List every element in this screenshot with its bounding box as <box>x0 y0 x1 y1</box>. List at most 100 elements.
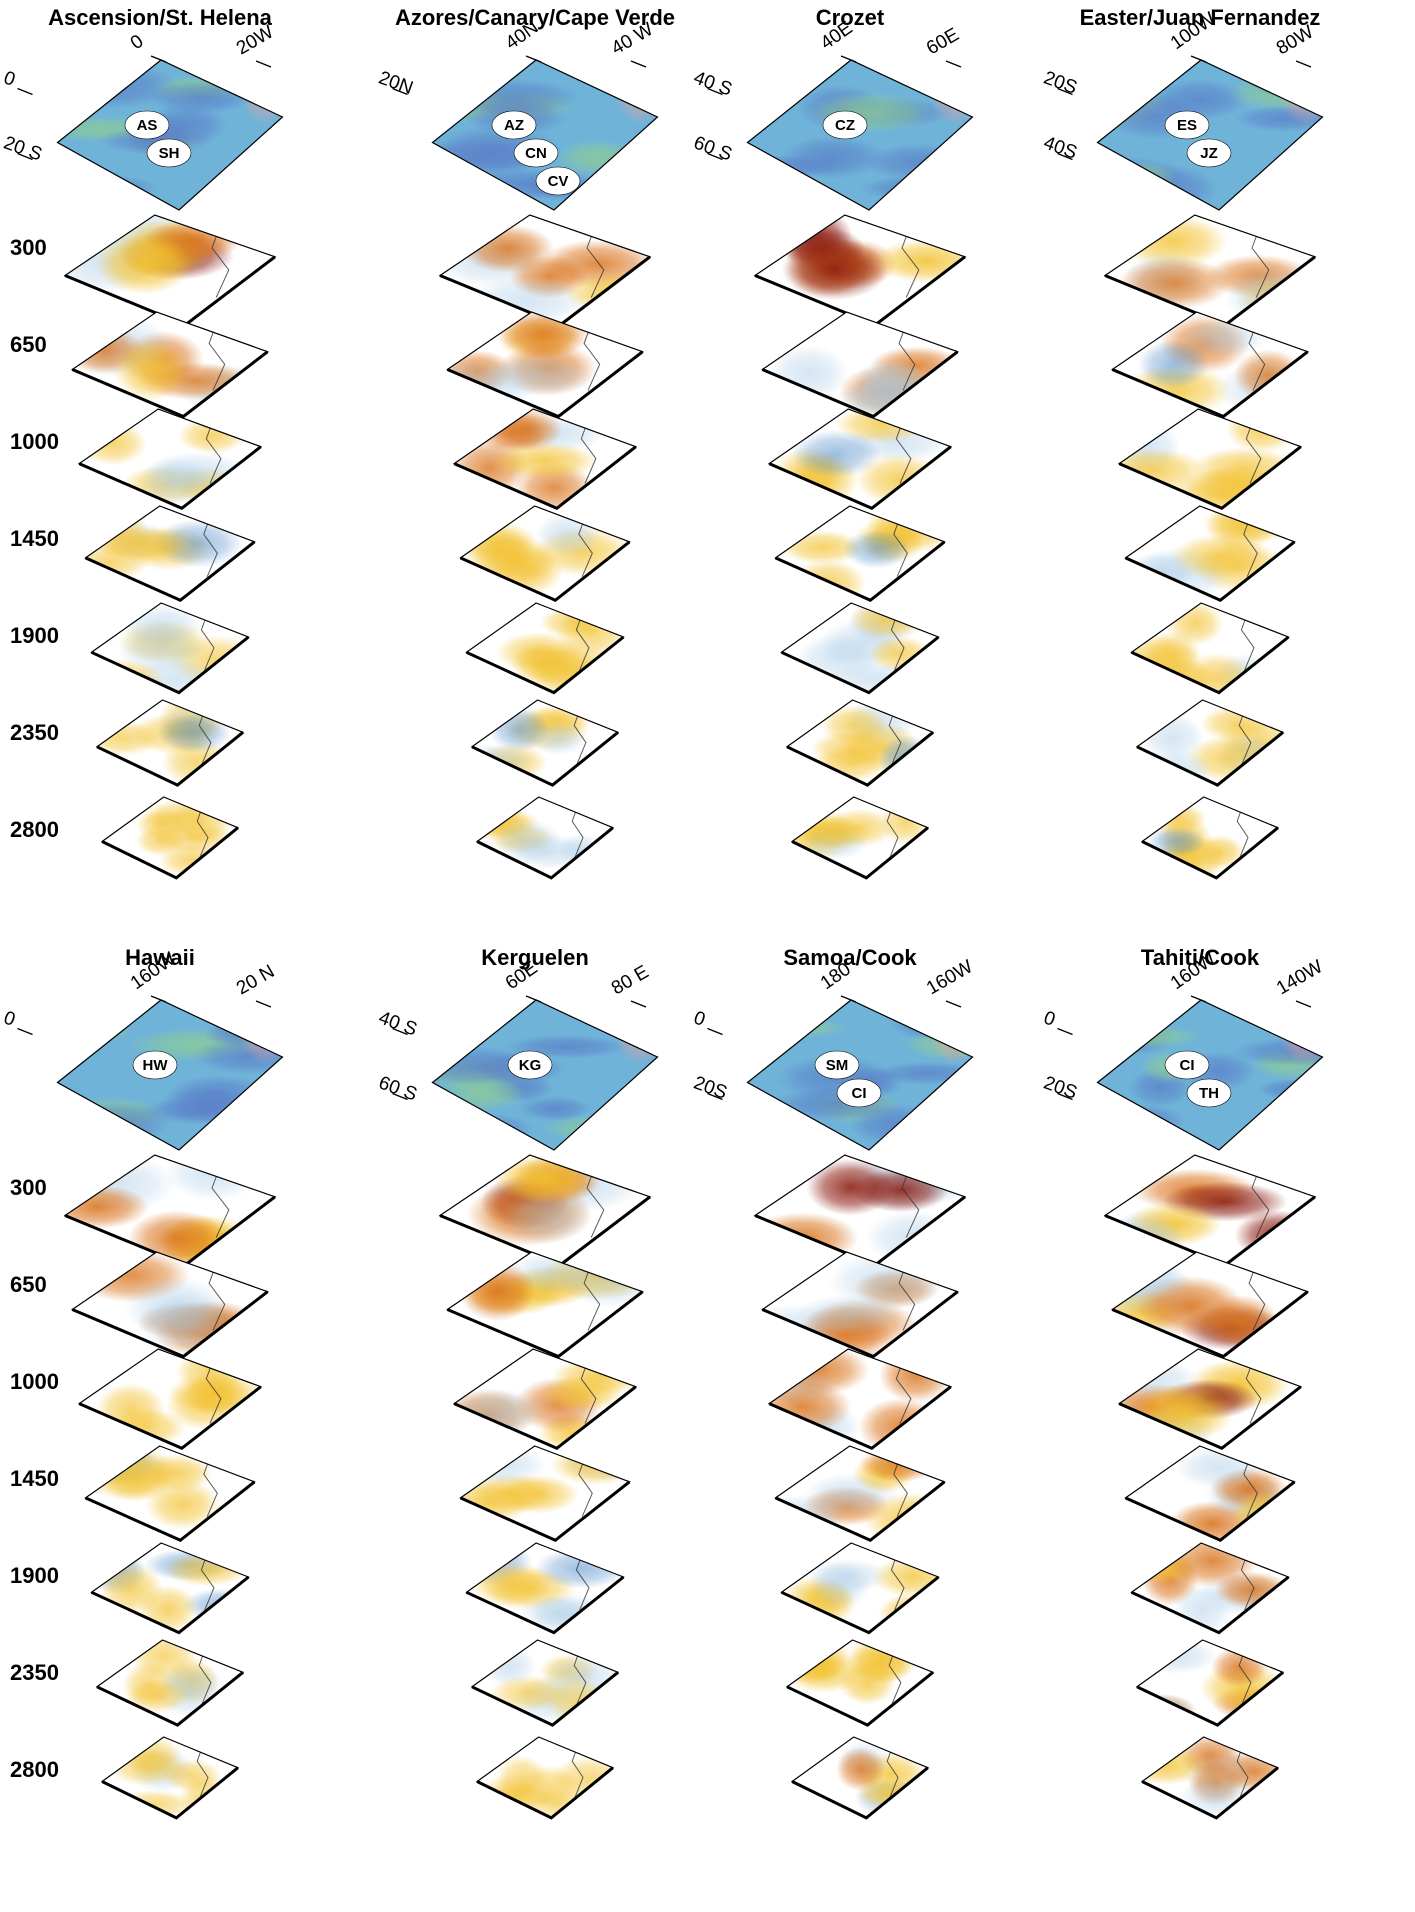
depth-slice-2800 <box>1140 1736 1280 1820</box>
velocity-anomaly <box>127 1210 227 1265</box>
slice-front-edge <box>1141 826 1279 880</box>
depth-label-300: 300 <box>10 1175 47 1200</box>
hotspot-code: TH <box>1199 1085 1219 1102</box>
velocity-anomaly <box>135 808 186 841</box>
panel-title: Hawaii <box>125 945 195 970</box>
slice-front-edge <box>101 1766 239 1820</box>
topography-feature <box>747 1017 850 1039</box>
coordinate-label: 20 N <box>233 961 278 999</box>
topography-map-outline <box>1096 999 1324 1151</box>
coordinate-label: 160W <box>923 956 977 999</box>
depth-slice-300 <box>753 214 967 327</box>
topography-feature <box>905 165 973 191</box>
depth-slice-1900 <box>90 1542 250 1635</box>
coordinate-label: 60E <box>923 24 963 59</box>
depth-slice-650 <box>1111 1251 1309 1359</box>
slice-front-edge <box>1136 731 1284 787</box>
coordinate-tick <box>150 995 167 1003</box>
depth-label-1900: 1900 <box>10 623 59 648</box>
topography-feature <box>62 175 159 202</box>
coordinate-tick <box>630 1000 647 1008</box>
velocity-anomaly <box>1118 256 1231 310</box>
hotspot-badge: CN <box>513 138 559 168</box>
topography-feature <box>898 65 973 95</box>
depth-slice-1000 <box>1117 1348 1303 1451</box>
depth-slice-1450 <box>1124 1445 1296 1543</box>
slice-front-edge <box>1130 1575 1290 1635</box>
depth-slice-300 <box>753 1154 967 1267</box>
slice-front-edge <box>774 540 946 603</box>
depth-slice-2800 <box>100 1736 240 1820</box>
depth-slice-650 <box>446 1251 644 1359</box>
velocity-anomaly <box>494 818 563 863</box>
slice-front-edge <box>1124 1480 1296 1543</box>
slice-front-edge <box>471 731 619 787</box>
hotspot-badge: CI <box>836 1078 882 1108</box>
topography-feature <box>615 1005 658 1065</box>
hotspot-code: CN <box>525 145 547 162</box>
velocity-anomaly <box>138 457 211 506</box>
velocity-anomaly <box>489 1675 570 1712</box>
coordinate-label: 140W <box>1273 956 1327 999</box>
panel-title: Easter/Juan Fernandez <box>1080 5 1321 30</box>
depth-slice-300 <box>438 214 652 327</box>
depth-slice-2350 <box>1135 699 1285 787</box>
hotspot-badge: JZ <box>1186 138 1232 168</box>
slice-front-edge <box>471 1671 619 1727</box>
slice-front-edge <box>453 1385 637 1451</box>
velocity-anomaly <box>124 1679 190 1713</box>
slice-front-edge <box>768 445 952 511</box>
hotspot-code: AS <box>137 117 158 134</box>
depth-slice-1900 <box>1130 602 1290 695</box>
velocity-anomaly <box>801 817 871 849</box>
velocity-anomaly <box>1224 266 1315 325</box>
velocity-anomaly <box>491 442 598 480</box>
coordinate-label: 0 <box>1 67 18 90</box>
topography-map-outline <box>56 999 284 1151</box>
depth-slice-2800 <box>1140 796 1280 880</box>
depth-label-2350: 2350 <box>10 720 59 745</box>
depth-slice-1450 <box>84 505 256 603</box>
depth-label-1000: 1000 <box>10 429 59 454</box>
hotspot-badge: KG <box>507 1050 553 1080</box>
coordinate-label: 0 <box>1041 1007 1058 1030</box>
velocity-anomaly <box>1147 826 1206 858</box>
coordinate-label: 60 S <box>376 1072 420 1105</box>
panel-title: Crozet <box>816 5 885 30</box>
depth-slice-2350 <box>470 699 620 787</box>
velocity-anomaly <box>530 721 587 756</box>
coordinate-label: 80 E <box>608 962 652 1000</box>
depth-label-650: 650 <box>10 332 47 357</box>
velocity-anomaly <box>108 1407 186 1448</box>
velocity-anomaly <box>530 647 602 693</box>
slice-front-edge <box>84 1480 256 1543</box>
coordinate-tick <box>392 87 408 96</box>
velocity-anomaly <box>447 360 533 417</box>
depth-label-2800: 2800 <box>10 1757 59 1782</box>
slice-front-edge <box>453 445 637 511</box>
hotspot-code: SM <box>826 1057 849 1074</box>
velocity-anomaly <box>459 1260 536 1322</box>
hotspot-badge: CZ <box>822 110 868 140</box>
coordinate-tick <box>392 1092 408 1101</box>
slice-front-edge <box>465 635 625 695</box>
hotspot-badge: ES <box>1164 110 1210 140</box>
depth-label-650: 650 <box>10 1272 47 1297</box>
slice-front-edge <box>1118 1385 1302 1451</box>
velocity-anomaly <box>460 1446 548 1486</box>
depth-slice-2800 <box>475 796 615 880</box>
slice-front-edge <box>1136 1671 1284 1727</box>
velocity-anomaly <box>463 527 534 580</box>
topography-feature <box>168 1075 269 1111</box>
depth-slice-300 <box>1103 1154 1317 1267</box>
topography-feature <box>858 175 973 202</box>
velocity-anomaly <box>1137 1640 1218 1674</box>
topography-feature <box>930 65 973 125</box>
velocity-anomaly <box>775 1494 847 1534</box>
slice-front-edge <box>476 826 614 880</box>
hotspot-code: AZ <box>504 117 524 134</box>
slice-front-edge <box>78 1385 262 1451</box>
coordinate-tick <box>1190 55 1207 63</box>
velocity-anomaly <box>177 417 247 454</box>
